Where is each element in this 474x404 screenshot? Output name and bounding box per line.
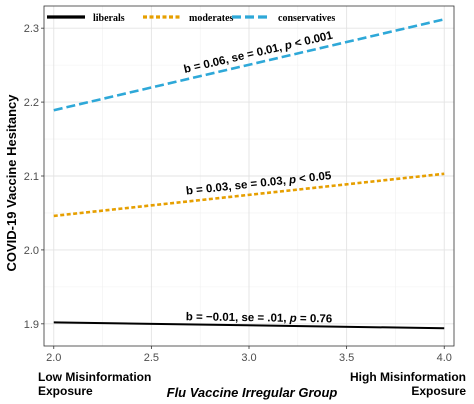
x-label-high-line2: Exposure — [411, 384, 466, 398]
series-lines — [53, 18, 445, 330]
x-tick-label: 4.0 — [437, 352, 452, 364]
grid — [44, 6, 454, 346]
axes: 2.0 2.5 3.0 3.5 4.0 1.9 2.0 2.1 2.2 2.3 — [24, 5, 455, 364]
annotation-moderates: b = 0.03, se = 0.03, p < 0.05 — [185, 170, 332, 198]
y-tick-label: 2.2 — [24, 97, 39, 109]
y-tick-label: 2.0 — [24, 245, 39, 257]
x-label-low-line2: Exposure — [38, 384, 93, 398]
series-line-liberals — [53, 321, 445, 330]
y-tick-label: 1.9 — [24, 319, 39, 331]
series-line-conservatives — [53, 18, 445, 112]
x-tick-label: 3.5 — [339, 352, 354, 364]
y-axis-title: COVID-19 Vaccine Hesitancy — [4, 94, 19, 272]
series-line-moderates — [53, 172, 445, 218]
legend-label-liberals: liberals — [93, 13, 125, 24]
x-tick-label: 3.0 — [241, 352, 256, 364]
annotation-liberals: b = −0.01, se = .01, p = 0.76 — [186, 311, 333, 325]
x-axis-title: Flu Vaccine Irregular Group — [167, 385, 338, 400]
legend: liberals moderates conservatives — [47, 13, 335, 24]
y-tick-label: 2.3 — [24, 23, 39, 35]
annotations: b = −0.01, se = .01, p = 0.76 b = 0.03, s… — [183, 30, 335, 326]
x-tick-label: 2.0 — [46, 352, 61, 364]
x-label-high-line1: High Misinformation — [350, 370, 466, 384]
x-tick-label: 2.5 — [144, 352, 159, 364]
x-label-low-line1: Low Misinformation — [38, 370, 151, 384]
annotation-conservatives: b = 0.06, se = 0.01, p < 0.001 — [183, 30, 335, 76]
legend-label-conservatives: conservatives — [278, 13, 335, 24]
legend-label-moderates: moderates — [189, 13, 234, 24]
y-tick-label: 2.1 — [24, 171, 39, 183]
